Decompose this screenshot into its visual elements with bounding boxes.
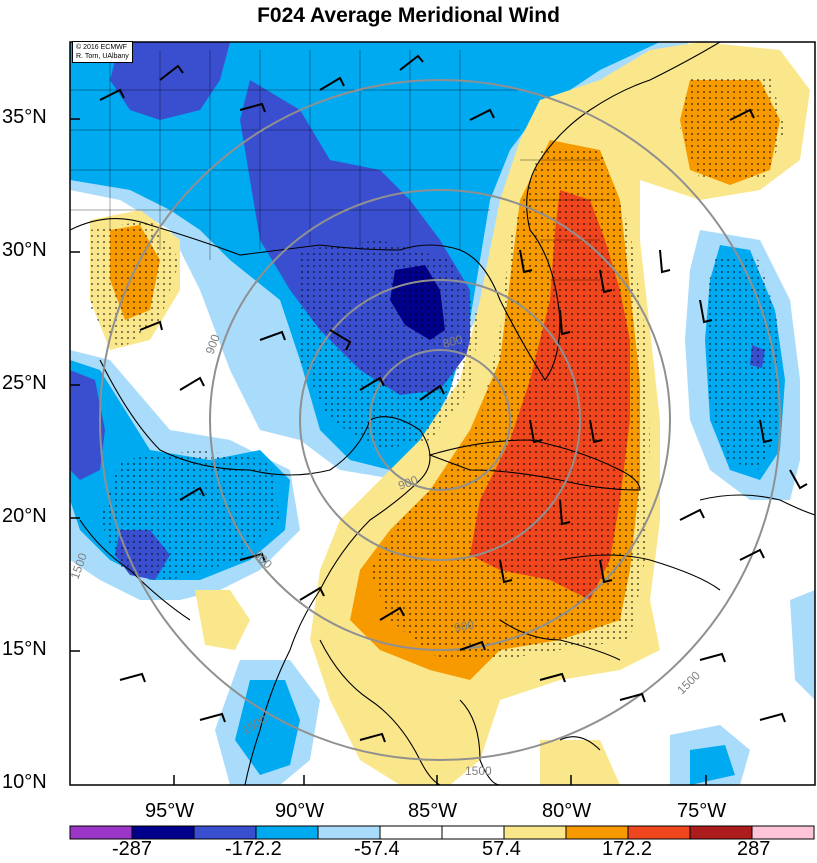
yellow-region	[540, 740, 620, 785]
lon-label: 90°W	[275, 800, 325, 822]
credit-line: R. Torn, UAlbany	[76, 53, 129, 60]
contour-label: 900	[203, 332, 223, 356]
contour-label: 900	[396, 473, 420, 493]
lat-label: 15°N	[2, 638, 47, 660]
lon-label: 95°W	[145, 800, 195, 822]
lon-label: 85°W	[408, 800, 458, 822]
colorbar-label: -287	[112, 838, 153, 860]
credit-line: © 2016 ECMWF	[76, 44, 128, 51]
lat-label: 20°N	[2, 505, 47, 527]
colorbar-label: 172.2	[602, 838, 653, 860]
map-frame	[69, 41, 816, 786]
credit-box: © 2016 ECMWF R. Torn, UAlbany	[72, 41, 133, 63]
colorbar	[69, 825, 815, 840]
lat-label: 30°N	[2, 239, 47, 261]
map-title: F024 Average Meridional Wind	[257, 4, 560, 27]
contour-label: 900	[453, 618, 475, 635]
blue-region	[110, 42, 230, 120]
contour-label: 1500	[465, 764, 492, 778]
colorbar-label: 57.4	[482, 838, 521, 860]
blue-region	[70, 370, 105, 480]
cyan-region	[690, 745, 735, 785]
lat-label: 25°N	[2, 372, 47, 394]
colorbar-label: -172.2	[225, 838, 282, 860]
yellow-region	[195, 590, 250, 650]
lat-label: 35°N	[2, 106, 47, 128]
colorbar-label: 287	[737, 838, 771, 860]
lon-label: 80°W	[542, 800, 592, 822]
lon-label: 75°W	[677, 800, 727, 822]
map-field	[70, 42, 815, 785]
lat-label: 10°N	[2, 771, 47, 793]
light-blue-region	[790, 590, 815, 700]
colorbar-label: -57.4	[354, 838, 400, 860]
contour-label: 800	[441, 332, 464, 351]
